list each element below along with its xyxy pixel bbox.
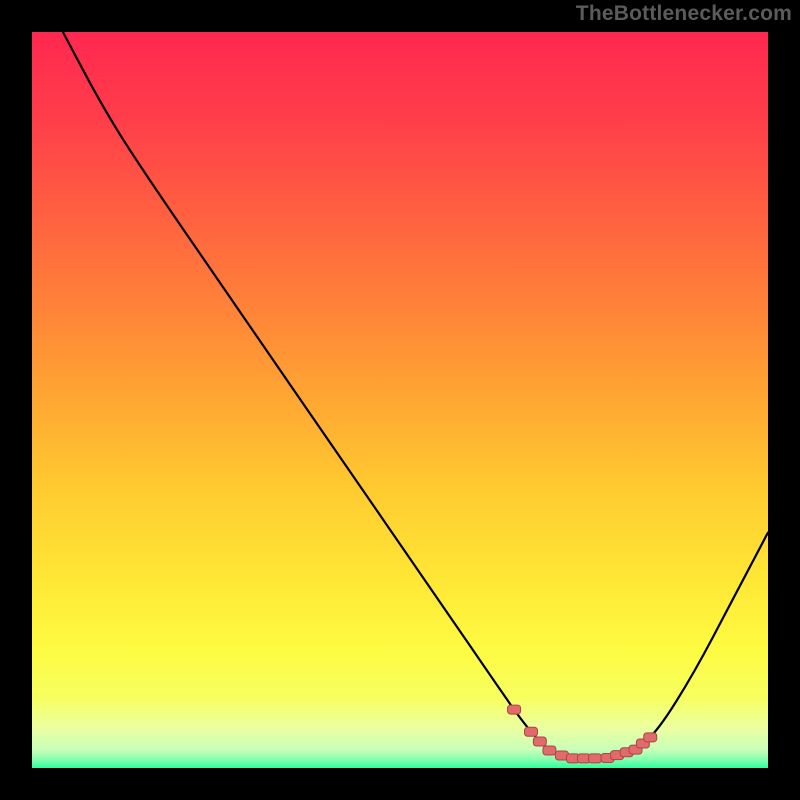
bottleneck-curve-chart <box>0 0 800 800</box>
optimal-marker <box>525 727 538 736</box>
optimal-marker <box>589 754 602 763</box>
optimal-marker <box>644 733 657 742</box>
watermark-text: TheBottlenecker.com <box>576 2 792 26</box>
optimal-marker <box>543 746 556 755</box>
plot-gradient-background <box>32 32 768 768</box>
chart-root: { "watermark": { "text": "TheBottlenecke… <box>0 0 800 800</box>
optimal-marker <box>533 737 546 746</box>
optimal-marker <box>508 705 521 714</box>
